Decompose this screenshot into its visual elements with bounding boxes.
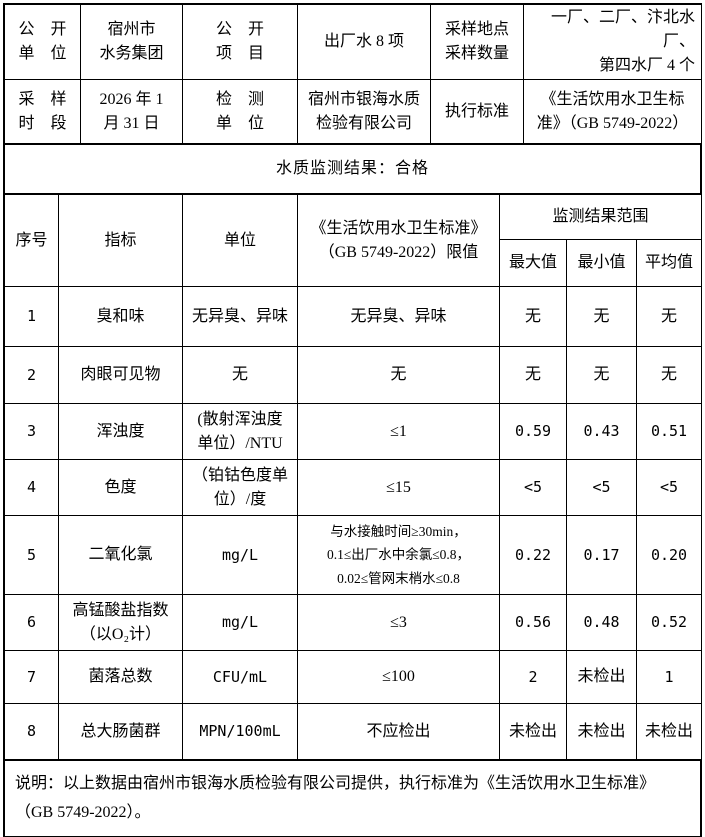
cell-indicator: 高锰酸盐指数 （以O₂计） [58, 594, 183, 651]
col-header-max: 最大值 [499, 239, 567, 287]
sampling-site-label: 采样地点 采样数量 [430, 4, 524, 80]
col-header-unit: 单位 [182, 194, 298, 287]
cell-limit: 无异臭、异味 [297, 286, 500, 347]
cell-no: 8 [4, 703, 59, 760]
cell-limit: ≤1 [297, 403, 500, 460]
public-item-label: 公 开 项 目 [182, 4, 298, 80]
cell-unit: MPN/100mL [182, 703, 298, 760]
col-header-indicator: 指标 [58, 194, 183, 287]
cell-limit: ≤15 [297, 459, 500, 516]
cell-no: 7 [4, 650, 59, 704]
indicator-table: 序号 指标 单位 《生活饮用水卫生标准》 （GB 5749-2022）限值 监测… [4, 194, 702, 760]
table-row: 1 臭和味 无异臭、异味 无异臭、异味 无 无 无 [4, 286, 702, 347]
cell-avg: 无 [636, 346, 702, 404]
info-row-1: 公 开 单 位 宿州市 水务集团 公 开 项 目 出厂水 8 项 采样地点 采样… [4, 4, 702, 80]
table-row: 3 浑浊度 (散射浑浊度 单位）/NTU ≤1 0.59 0.43 0.51 [4, 403, 702, 460]
cell-indicator: 肉眼可见物 [58, 346, 183, 404]
cell-max: 未检出 [499, 703, 567, 760]
monitoring-result: 水质监测结果：合格 [4, 144, 701, 194]
cell-indicator: 臭和味 [58, 286, 183, 347]
standard-value: 《生活饮用水卫生标 准》（GB 5749-2022） [523, 79, 702, 144]
cell-unit: 无 [182, 346, 298, 404]
cell-avg: 未检出 [636, 703, 702, 760]
result-band-row: 水质监测结果：合格 [4, 144, 701, 194]
water-quality-report: 公 开 单 位 宿州市 水务集团 公 开 项 目 出厂水 8 项 采样地点 采样… [4, 4, 702, 837]
cell-max: 0.59 [499, 403, 567, 460]
cell-indicator: 浑浊度 [58, 403, 183, 460]
col-header-no: 序号 [4, 194, 59, 287]
table-row: 4 色度 （铂钴色度单 位）/度 ≤15 <5 <5 <5 [4, 459, 702, 516]
table-row: 8 总大肠菌群 MPN/100mL 不应检出 未检出 未检出 未检出 [4, 703, 702, 760]
cell-no: 2 [4, 346, 59, 404]
cell-unit: （铂钴色度单 位）/度 [182, 459, 298, 516]
cell-unit: 无异臭、异味 [182, 286, 298, 347]
header-row-group: 序号 指标 单位 《生活饮用水卫生标准》 （GB 5749-2022）限值 监测… [4, 194, 702, 287]
cell-no: 4 [4, 459, 59, 516]
test-unit-value: 宿州市银海水质 检验有限公司 [297, 79, 431, 144]
cell-avg: 1 [636, 650, 702, 704]
note-text: 说明：以上数据由宿州市银海水质检验有限公司提供，执行标准为《生活饮用水卫生标准》… [4, 760, 701, 837]
cell-max: 0.56 [499, 594, 567, 651]
cell-avg: <5 [636, 459, 702, 516]
cell-avg: 0.51 [636, 403, 702, 460]
cell-min: <5 [566, 459, 637, 516]
cell-indicator: 二氧化氯 [58, 515, 183, 595]
cell-no: 3 [4, 403, 59, 460]
cell-min: 未检出 [566, 650, 637, 704]
sampling-site-value: 一厂、二厂、汴北水厂、 第四水厂 4 个 [523, 4, 702, 80]
sampling-period-value: 2026 年 1 月 31 日 [80, 79, 183, 144]
cell-max: 2 [499, 650, 567, 704]
result-band-table: 水质监测结果：合格 [4, 144, 701, 194]
cell-unit: mg/L [182, 594, 298, 651]
standard-label: 执行标准 [430, 79, 524, 144]
cell-avg: 0.20 [636, 515, 702, 595]
public-unit-label: 公 开 单 位 [4, 4, 81, 80]
public-item-value: 出厂水 8 项 [297, 4, 431, 80]
report-info-table: 公 开 单 位 宿州市 水务集团 公 开 项 目 出厂水 8 项 采样地点 采样… [4, 4, 702, 144]
cell-unit: (散射浑浊度 单位）/NTU [182, 403, 298, 460]
cell-no: 6 [4, 594, 59, 651]
info-row-2: 采 样 时 段 2026 年 1 月 31 日 检 测 单 位 宿州市银海水质 … [4, 79, 702, 144]
col-header-range-group: 监测结果范围 [499, 194, 702, 240]
table-row: 6 高锰酸盐指数 （以O₂计） mg/L ≤3 0.56 0.48 0.52 [4, 594, 702, 651]
header-row-sub: 最大值 最小值 平均值 [5, 239, 702, 287]
page: { "info_rows": [ ["公 开\n单 位", "宿州市\n水务集团… [4, 4, 702, 837]
cell-avg: 无 [636, 286, 702, 347]
cell-min: 无 [566, 346, 637, 404]
cell-limit: ≤100 [297, 650, 500, 704]
col-header-min: 最小值 [566, 239, 637, 287]
cell-min: 0.43 [566, 403, 637, 460]
cell-limit: 与水接触时间≥30min， 0.1≤出厂水中余氯≤0.8， 0.02≤管网末梢水… [297, 515, 500, 595]
cell-unit: mg/L [182, 515, 298, 595]
cell-max: 0.22 [499, 515, 567, 595]
col-header-limit: 《生活饮用水卫生标准》 （GB 5749-2022）限值 [297, 194, 500, 287]
cell-limit: 不应检出 [297, 703, 500, 760]
public-unit-value: 宿州市 水务集团 [80, 4, 183, 80]
cell-unit: CFU/mL [182, 650, 298, 704]
cell-limit: ≤3 [297, 594, 500, 651]
cell-limit: 无 [297, 346, 500, 404]
cell-no: 5 [4, 515, 59, 595]
cell-indicator: 总大肠菌群 [58, 703, 183, 760]
test-unit-label: 检 测 单 位 [182, 79, 298, 144]
col-header-avg: 平均值 [636, 239, 702, 287]
cell-max: 无 [499, 286, 567, 347]
cell-indicator: 色度 [58, 459, 183, 516]
cell-avg: 0.52 [636, 594, 702, 651]
table-row: 5 二氧化氯 mg/L 与水接触时间≥30min， 0.1≤出厂水中余氯≤0.8… [4, 515, 702, 595]
note-table: 说明：以上数据由宿州市银海水质检验有限公司提供，执行标准为《生活饮用水卫生标准》… [4, 760, 701, 837]
table-row: 2 肉眼可见物 无 无 无 无 无 [4, 346, 702, 404]
cell-indicator: 菌落总数 [58, 650, 183, 704]
cell-max: <5 [499, 459, 567, 516]
cell-min: 0.17 [566, 515, 637, 595]
cell-min: 无 [566, 286, 637, 347]
sampling-period-label: 采 样 时 段 [4, 79, 81, 144]
table-row: 7 菌落总数 CFU/mL ≤100 2 未检出 1 [4, 650, 702, 704]
cell-max: 无 [499, 346, 567, 404]
note-row: 说明：以上数据由宿州市银海水质检验有限公司提供，执行标准为《生活饮用水卫生标准》… [4, 760, 701, 837]
cell-min: 0.48 [566, 594, 637, 651]
cell-no: 1 [4, 286, 59, 347]
cell-min: 未检出 [566, 703, 637, 760]
